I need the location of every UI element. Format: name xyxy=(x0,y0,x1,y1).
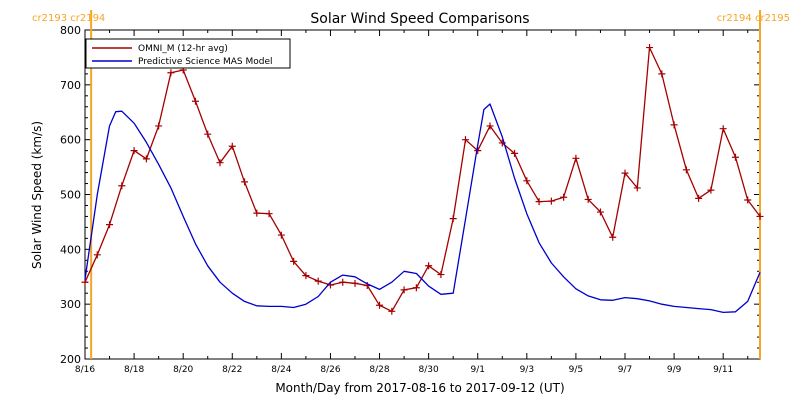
omni-data-point xyxy=(596,208,604,216)
x-tick-label: 8/22 xyxy=(222,365,242,375)
omni-data-point xyxy=(204,130,212,138)
y-tick-label: 600 xyxy=(60,134,81,147)
omni-data-point xyxy=(106,221,114,229)
x-tick-label: 9/7 xyxy=(618,365,632,375)
omni-data-point xyxy=(731,153,739,161)
carrington-marker-left-label: cr2193 cr2194 xyxy=(32,13,105,24)
omni-data-point xyxy=(167,69,175,77)
omni-data-point xyxy=(142,155,150,163)
x-tick-label: 8/18 xyxy=(124,365,144,375)
omni-data-point xyxy=(290,257,298,265)
y-tick-label: 200 xyxy=(60,353,81,366)
omni-data-point xyxy=(646,44,654,52)
omni-data-point xyxy=(486,122,494,130)
omni-data-point xyxy=(388,307,396,315)
omni-data-point xyxy=(547,197,555,205)
omni-data-point xyxy=(621,169,629,177)
omni-data-point xyxy=(523,177,531,185)
omni-data-point xyxy=(670,121,678,129)
omni-data-point xyxy=(437,271,445,279)
omni-data-point xyxy=(707,186,715,194)
omni-data-point xyxy=(118,182,126,190)
omni-data-point xyxy=(449,215,457,223)
omni-data-point xyxy=(400,286,408,294)
x-tick-label: 8/26 xyxy=(320,365,340,375)
omni-data-point xyxy=(228,142,236,150)
omni-data-point xyxy=(572,154,580,162)
x-tick-label: 9/5 xyxy=(569,365,583,375)
omni-data-point xyxy=(81,278,89,286)
omni-data-point xyxy=(376,301,384,309)
omni-data-point xyxy=(339,278,347,286)
legend-box xyxy=(85,38,291,69)
legend-label-mas-model: Predictive Science MAS Model xyxy=(138,57,273,67)
y-axis-title: Solar Wind Speed (km/s) xyxy=(30,121,44,269)
omni-data-point xyxy=(535,198,543,206)
omni-data-point xyxy=(412,284,420,292)
x-tick-label: 8/30 xyxy=(419,365,439,375)
y-tick-label: 800 xyxy=(60,24,81,37)
y-tick-label: 500 xyxy=(60,189,81,202)
omni-data-point xyxy=(719,125,727,133)
omni-data-point xyxy=(695,194,703,202)
legend: OMNI_M (12-hr avg) Predictive Science MA… xyxy=(85,38,291,69)
omni-data-point xyxy=(314,277,322,285)
x-tick-label: 8/16 xyxy=(75,365,95,375)
chart-title: Solar Wind Speed Comparisons xyxy=(310,11,529,27)
y-tick-label: 700 xyxy=(60,79,81,92)
omni-data-point xyxy=(130,147,138,155)
omni-data-point xyxy=(216,159,224,167)
omni-data-point xyxy=(425,262,433,270)
omni-data-point xyxy=(560,193,568,201)
x-tick-label: 8/28 xyxy=(369,365,389,375)
y-tick-label: 300 xyxy=(60,298,81,311)
x-tick-label: 9/11 xyxy=(713,365,733,375)
x-tick-label: 9/9 xyxy=(667,365,682,375)
omni-data-point xyxy=(302,272,310,280)
omni-data-point xyxy=(511,149,519,157)
plot-area: 200 300 400 500 600 700 800 8/16 8/18 8/20 8/22 8/2… xyxy=(60,10,764,375)
omni-data-point xyxy=(744,196,752,204)
omni-data-point xyxy=(241,178,249,186)
mas-model-series-line xyxy=(84,103,761,314)
x-tick-label: 9/3 xyxy=(520,365,534,375)
omni-data-point xyxy=(253,209,261,217)
omni-data-point xyxy=(155,122,163,130)
omni-data-point xyxy=(756,212,764,220)
x-tick-label: 9/1 xyxy=(470,365,484,375)
omni-data-point xyxy=(93,251,101,259)
omni-data-point xyxy=(682,166,690,174)
carrington-marker-right-label: cr2194 cr2195 xyxy=(717,13,790,24)
y-tick-label: 400 xyxy=(60,243,81,256)
omni-data-point xyxy=(277,231,285,239)
omni-data-point xyxy=(609,233,617,241)
omni-series-line xyxy=(84,46,761,312)
x-axis-title: Month/Day from 2017-08-16 to 2017-09-12 … xyxy=(275,381,564,395)
omni-data-point xyxy=(584,195,592,203)
omni-data-point xyxy=(191,97,199,105)
omni-data-point xyxy=(461,136,469,144)
x-tick-label: 8/20 xyxy=(173,365,193,375)
omni-data-point xyxy=(351,279,359,287)
omni-data-point xyxy=(265,210,273,218)
legend-label-omni: OMNI_M (12-hr avg) xyxy=(138,44,228,54)
x-tick-label: 8/24 xyxy=(271,365,291,375)
omni-data-point xyxy=(633,184,641,192)
omni-data-point xyxy=(658,70,666,78)
